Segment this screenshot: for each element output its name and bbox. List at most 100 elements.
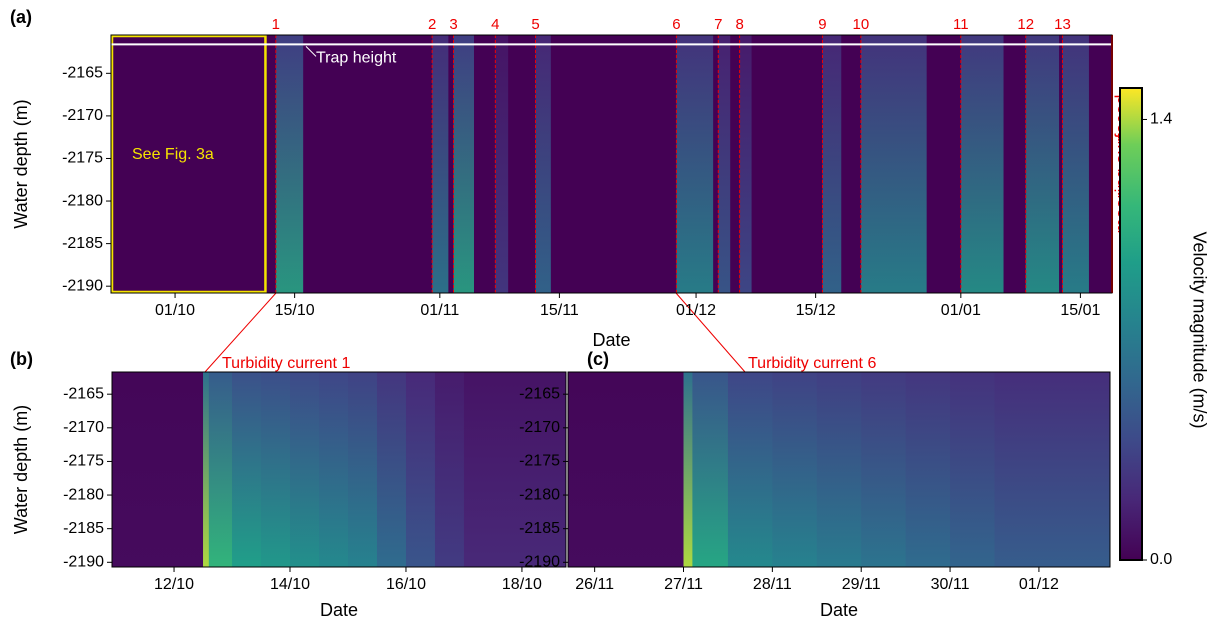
y-tick-label: -2165 — [519, 385, 560, 402]
panel-title: Turbidity current 1 — [222, 355, 350, 372]
event-plume — [718, 35, 731, 293]
connector — [675, 292, 746, 373]
y-tick-label: -2185 — [62, 235, 103, 252]
highlight-box — [110, 34, 267, 294]
event-plume — [739, 35, 752, 293]
event-plume — [822, 35, 842, 293]
event-label: 10 — [853, 16, 870, 33]
event-label: 9 — [818, 16, 826, 33]
axis-label: Velocity magnitude (m/s) — [1189, 231, 1209, 428]
heat-column — [816, 372, 862, 567]
event-plume — [432, 35, 449, 293]
heat-column — [347, 372, 378, 567]
heat-column — [692, 372, 729, 567]
panel-label: (b) — [10, 349, 33, 369]
x-tick-label: 16/10 — [386, 576, 426, 593]
tick-label: 1.4 — [1150, 111, 1172, 128]
y-tick-label: -2180 — [62, 192, 103, 209]
heat-column — [232, 372, 262, 567]
colorbar — [1119, 87, 1143, 561]
y-tick-label: -2180 — [63, 486, 104, 503]
x-tick-label: 14/10 — [270, 576, 310, 593]
y-tick-label: -2185 — [63, 520, 104, 537]
x-tick-label: 26/11 — [575, 576, 614, 593]
heat-column — [463, 372, 567, 567]
x-tick-label: 01/01 — [941, 302, 981, 319]
event-plume — [1062, 35, 1089, 293]
x-tick-label: 12/10 — [154, 576, 194, 593]
x-tick-label: 30/11 — [931, 576, 970, 593]
event-plume — [275, 35, 304, 293]
heat-column — [950, 372, 995, 567]
x-tick-label: 15/11 — [540, 302, 579, 319]
panel-title: Turbidity current 6 — [748, 355, 876, 372]
heat-column — [208, 372, 233, 567]
connector — [204, 292, 277, 373]
heat-column — [994, 372, 1040, 567]
event-label: 1 — [272, 16, 280, 33]
event-label: 6 — [672, 16, 680, 33]
event-label: 2 — [428, 16, 436, 33]
axis-label: Water depth (m) — [11, 99, 31, 228]
x-tick-label: 18/10 — [502, 576, 542, 593]
y-tick-label: -2175 — [63, 453, 104, 470]
x-tick-label: 15/10 — [275, 302, 315, 319]
heat-column — [376, 372, 407, 567]
heat-column — [861, 372, 907, 567]
y-tick-label: -2165 — [63, 385, 104, 402]
plot-frame — [567, 371, 1111, 568]
event-label: 3 — [449, 16, 457, 33]
trap-label: Trap height — [316, 50, 397, 67]
y-tick-label: -2165 — [62, 65, 103, 82]
event-label: 11 — [953, 16, 969, 33]
plot-frame — [111, 371, 567, 568]
x-tick-label: 15/12 — [796, 302, 836, 319]
y-tick-label: -2190 — [62, 277, 103, 294]
x-tick-label: 29/11 — [842, 576, 881, 593]
box-label: See Fig. 3a — [132, 146, 214, 163]
heat-column — [318, 372, 349, 567]
panel-label: (a) — [10, 7, 32, 27]
heat-column — [112, 372, 204, 567]
trap-pointer — [305, 46, 317, 57]
x-tick-label: 15/01 — [1060, 302, 1100, 319]
heat-column — [203, 372, 210, 567]
event-label: 12 — [1017, 16, 1034, 33]
y-tick-label: -2170 — [519, 419, 560, 436]
plot-frame — [110, 34, 1113, 294]
x-tick-label: 27/11 — [664, 576, 703, 593]
heat-column — [290, 372, 320, 567]
axis-label: Date — [592, 330, 630, 350]
event-plume — [535, 35, 551, 293]
event-label: 8 — [735, 16, 743, 33]
y-tick-label: -2190 — [63, 554, 104, 571]
panel-label: (c) — [587, 349, 609, 369]
axis-label: Date — [320, 600, 358, 619]
event-label: 13 — [1054, 16, 1071, 33]
y-tick-label: -2170 — [62, 107, 103, 124]
event-label: 4 — [491, 16, 499, 33]
x-tick-label: 01/12 — [1019, 576, 1059, 593]
heat-column — [261, 372, 291, 567]
event-plume — [676, 35, 714, 293]
event-plume — [860, 35, 927, 293]
event-plume — [453, 35, 474, 293]
heat-column — [568, 372, 685, 567]
y-tick-label: -2185 — [519, 520, 560, 537]
event-label: 5 — [531, 16, 539, 33]
y-tick-label: -2190 — [519, 554, 560, 571]
heat-column — [683, 372, 693, 567]
x-tick-label: 01/11 — [420, 302, 459, 319]
x-tick-label: 28/11 — [753, 576, 792, 593]
axis-label: Date — [820, 600, 858, 619]
event-plume — [1025, 35, 1060, 293]
x-tick-label: 01/12 — [676, 302, 716, 319]
y-tick-label: -2175 — [62, 150, 103, 167]
heat-column — [905, 372, 951, 567]
y-tick-label: -2180 — [519, 486, 560, 503]
event-label: 7 — [714, 16, 722, 33]
y-tick-label: -2175 — [519, 453, 560, 470]
heat-column — [772, 372, 818, 567]
event-plume — [960, 35, 1004, 293]
